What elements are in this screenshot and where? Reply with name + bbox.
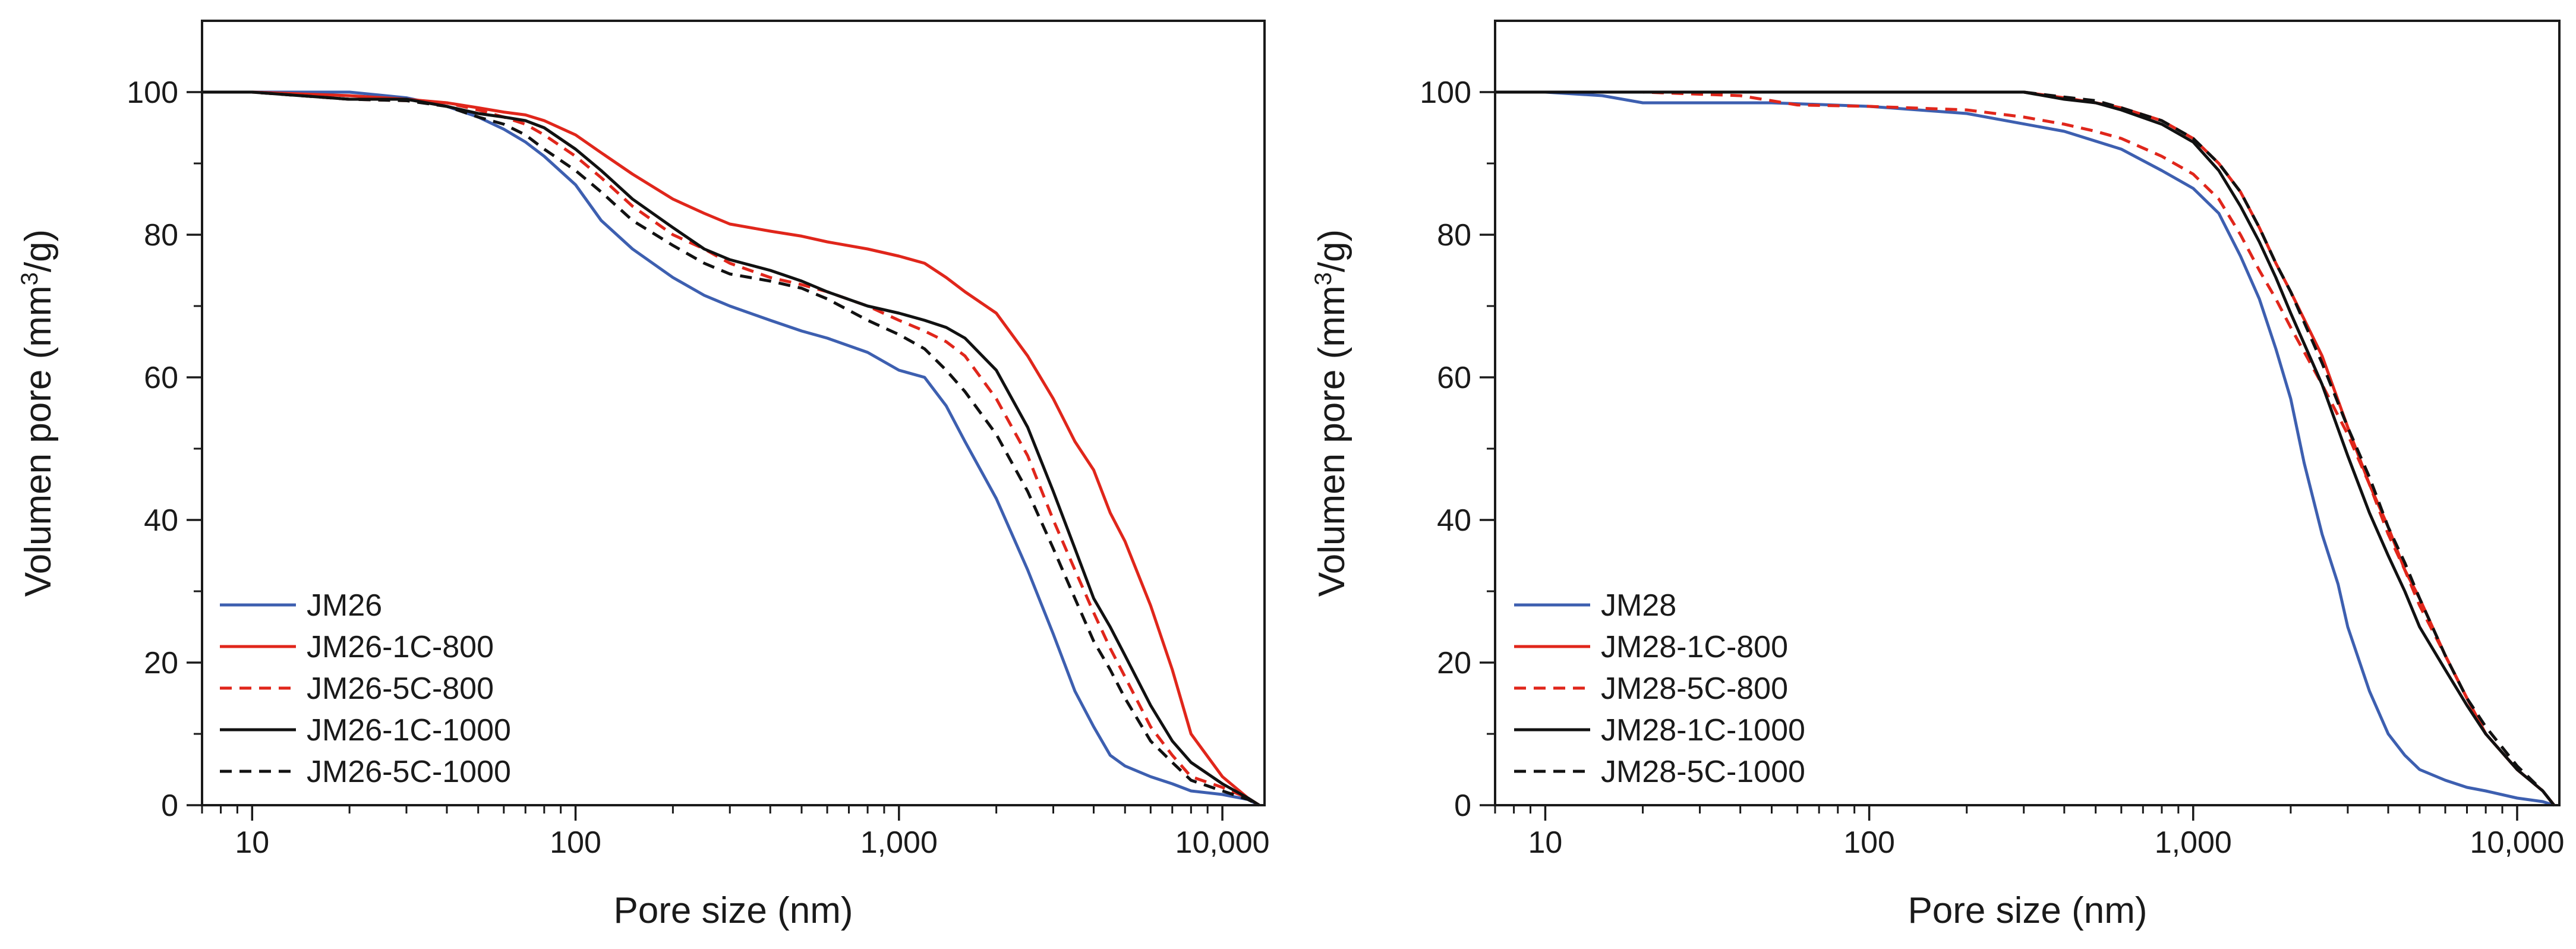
plot-frame xyxy=(1494,20,2561,806)
y-tick-label: 80 xyxy=(1437,218,1471,253)
series-line-jm26-1c-800 xyxy=(202,90,1260,807)
y-tick-label: 60 xyxy=(144,361,178,395)
legend: JM28 JM28-1C-800 JM28-5C-800 JM28-1C-1000 JM… xyxy=(1514,588,1805,789)
y-tick-label: 100 xyxy=(127,75,178,110)
y-axis-title: Volumen pore (mm3/g) xyxy=(17,229,59,597)
plot-frame xyxy=(201,20,1266,806)
y-axis-title-pre: Volumen pore (mm xyxy=(18,285,59,597)
y-axis-title-pre: Volumen pore (mm xyxy=(1311,285,1352,597)
y-tick-label: 0 xyxy=(1454,789,1471,823)
series-line-jm26-5c-1000 xyxy=(202,90,1260,807)
x-axis-title: Pore size (nm) xyxy=(1907,890,2147,931)
legend: JM26 JM26-1C-800 JM26-5C-800 JM26-1C-1000 JM… xyxy=(220,588,511,789)
x-tick-label: 10 xyxy=(235,825,269,860)
legend-label: JM26-1C-800 xyxy=(307,630,494,664)
legend-label: JM28-1C-1000 xyxy=(1601,713,1805,748)
y-tick-label: 20 xyxy=(1437,646,1471,680)
x-tick-label: 10,000 xyxy=(2470,825,2564,860)
legend-label: JM28-1C-800 xyxy=(1601,630,1788,664)
y-tick-label: 100 xyxy=(1420,75,1471,110)
legend-label: JM26-5C-1000 xyxy=(307,755,511,789)
y-axis-title-sup: 3 xyxy=(17,272,43,285)
y-tick-label: 80 xyxy=(144,218,178,253)
legend-label: JM26-5C-800 xyxy=(307,671,494,706)
y-axis-title-post: /g) xyxy=(18,229,59,272)
legend-label: JM26 xyxy=(307,588,382,623)
y-axis-title-post: /g) xyxy=(1311,229,1352,272)
y-tick-label: 0 xyxy=(161,789,178,823)
series-line-jm28 xyxy=(1495,90,2555,807)
legend-label: JM28-5C-1000 xyxy=(1601,755,1805,789)
y-tick-label: 40 xyxy=(144,503,178,538)
legend-label: JM26-1C-1000 xyxy=(307,713,511,748)
series-line-jm28-5c-1000 xyxy=(1495,90,2556,806)
x-minor-ticks xyxy=(1494,805,2504,814)
legend-label: JM28 xyxy=(1601,588,1676,623)
series-line-jm26-1c-1000 xyxy=(202,90,1260,807)
x-axis-title: Pore size (nm) xyxy=(613,890,853,931)
chart-panel-right: 10 100 1,000 10,000 0 20 40 60 80 100 JM28 JM28-1C-… xyxy=(1310,20,2564,931)
y-tick-label: 40 xyxy=(1437,503,1471,538)
x-minor-ticks xyxy=(201,805,1209,814)
x-tick-label: 10,000 xyxy=(1175,825,1270,860)
x-tick-label: 1,000 xyxy=(2155,825,2232,860)
y-axis-title: Volumen pore (mm3/g) xyxy=(1310,229,1352,597)
y-tick-label: 60 xyxy=(1437,361,1471,395)
chart-panel-left: 10 100 1,000 10,000 0 20 40 60 80 100 JM26 JM26-1C-… xyxy=(17,20,1270,931)
series-line-jm28-5c-800 xyxy=(1495,90,2556,806)
legend-label: JM28-5C-800 xyxy=(1601,671,1788,706)
y-axis-title-sup: 3 xyxy=(1310,272,1336,285)
y-tick-label: 20 xyxy=(144,646,178,680)
series-line-jm26 xyxy=(202,90,1260,807)
x-tick-label: 1,000 xyxy=(860,825,938,860)
x-tick-label: 10 xyxy=(1528,825,1563,860)
x-tick-label: 100 xyxy=(550,825,601,860)
x-tick-label: 100 xyxy=(1843,825,1895,860)
